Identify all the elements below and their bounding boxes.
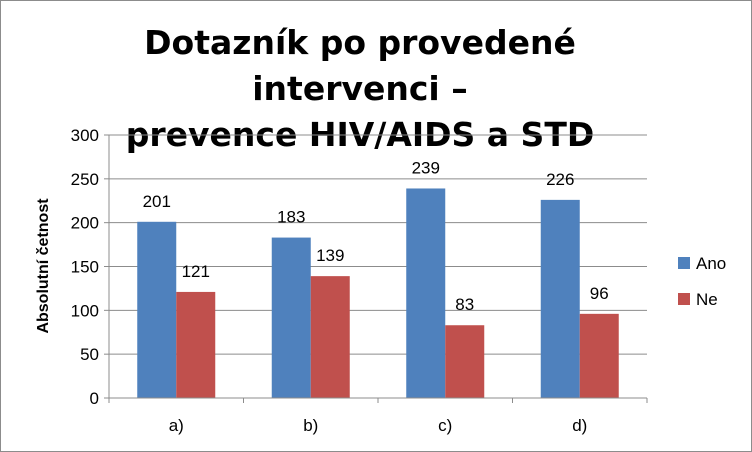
x-tick-label: b) — [303, 416, 318, 435]
y-tick-label: 150 — [71, 258, 99, 277]
bar-ne — [445, 325, 485, 398]
bar-ano — [406, 188, 446, 398]
y-tick-label: 50 — [80, 345, 99, 364]
data-labels: 201 121 183 139 239 83 226 96 — [143, 158, 609, 314]
legend-swatch-ano — [678, 257, 690, 269]
bars — [137, 188, 619, 398]
bar-ano — [137, 221, 177, 398]
data-label: 96 — [590, 284, 609, 303]
bar-ne — [176, 291, 216, 398]
legend-label-ne: Ne — [696, 290, 718, 309]
data-label: 83 — [455, 295, 474, 314]
data-label: 201 — [143, 192, 171, 211]
legend-swatch-ne — [678, 293, 690, 305]
bar-ne — [310, 276, 350, 398]
legend: Ano Ne — [678, 254, 726, 309]
y-axis-label: Absolutní četnost — [35, 198, 52, 334]
data-label: 226 — [546, 170, 574, 189]
data-label: 121 — [182, 262, 210, 281]
bar-ano — [271, 237, 311, 398]
y-tick-label: 100 — [71, 301, 99, 320]
y-tick-label: 0 — [90, 389, 99, 408]
y-tick-label: 250 — [71, 170, 99, 189]
x-tick-label: c) — [438, 416, 452, 435]
axes: 0 50 100 150 200 250 300 a) b) c) d) — [71, 126, 648, 435]
y-tick-label: 200 — [71, 214, 99, 233]
bar-ne — [579, 313, 619, 398]
data-label: 139 — [316, 246, 344, 265]
y-tick-label: 300 — [71, 126, 99, 145]
x-tick-label: a) — [169, 416, 184, 435]
data-label: 239 — [412, 158, 440, 177]
x-tick-label: d) — [572, 416, 587, 435]
chart-title-line1: Dotazník po provedené intervenci – — [144, 23, 576, 108]
bar-ano — [540, 199, 580, 398]
legend-label-ano: Ano — [696, 254, 726, 273]
data-label: 183 — [277, 208, 305, 227]
